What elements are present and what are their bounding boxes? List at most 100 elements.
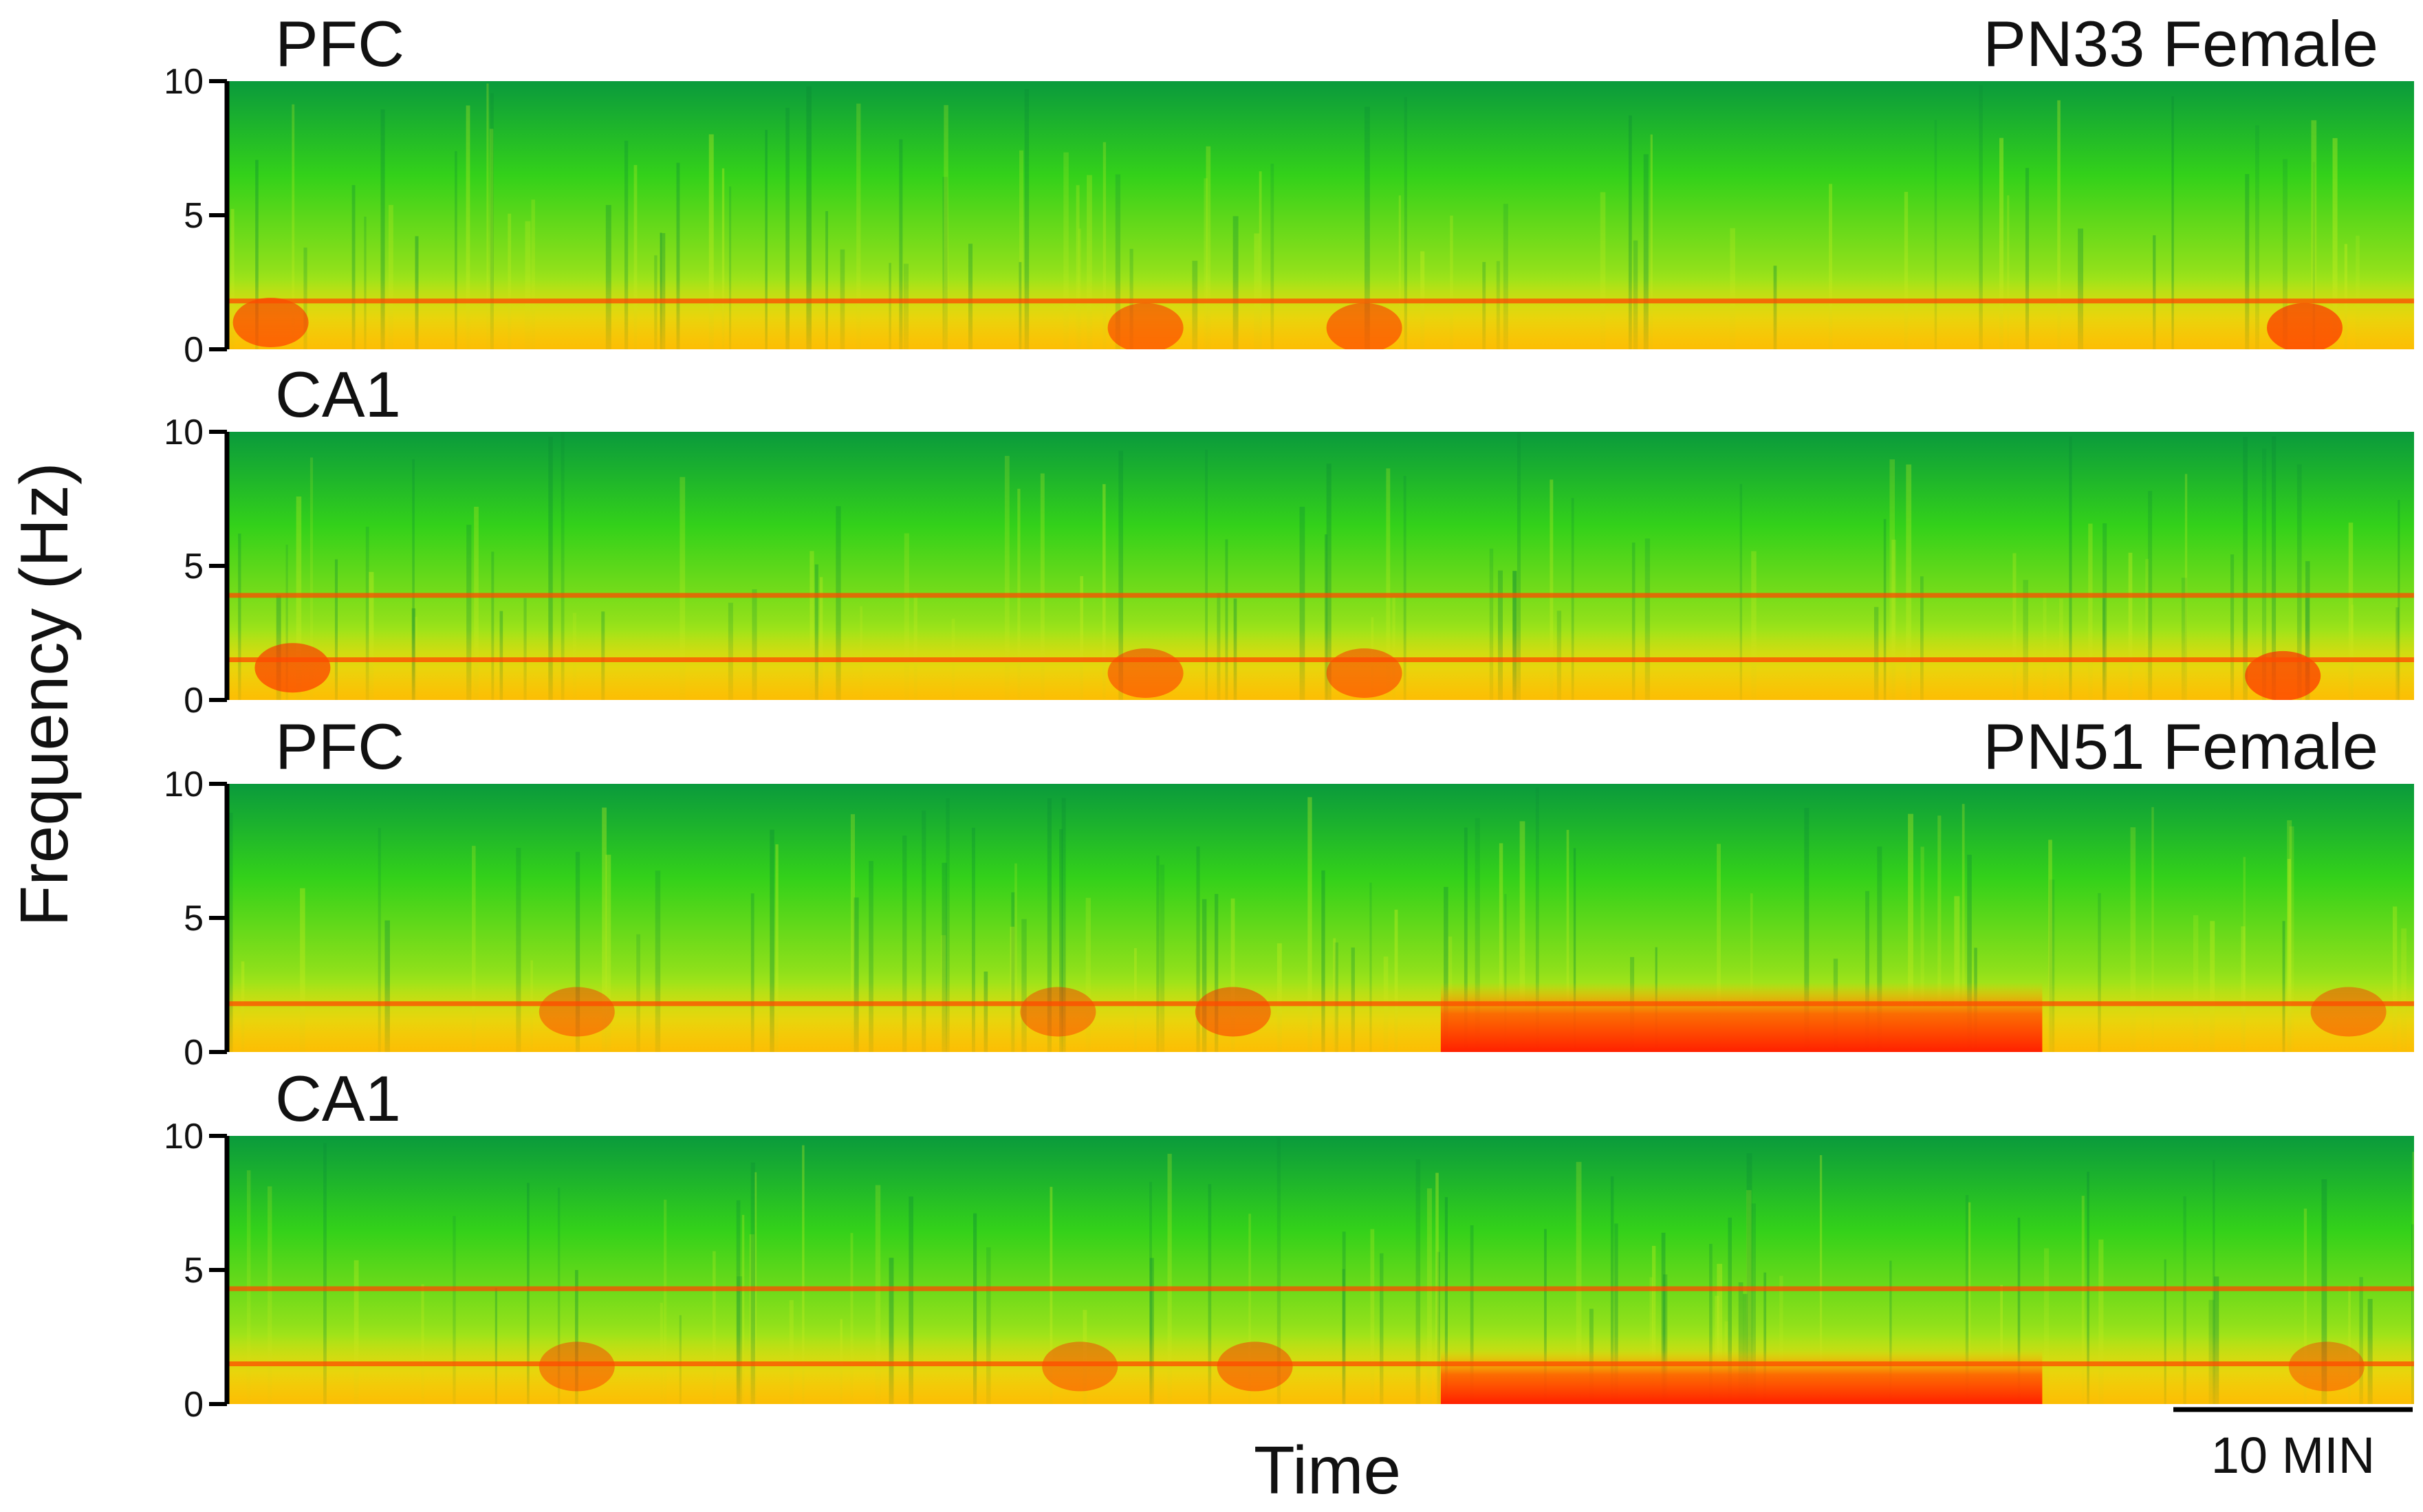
texture-streak	[490, 93, 494, 349]
texture-streak	[2130, 827, 2136, 1052]
texture-streak	[1751, 551, 1757, 700]
high-power-epoch	[1440, 982, 2043, 1052]
spectrogram-content	[227, 1137, 2414, 1404]
texture-streak	[942, 862, 947, 1052]
texture-streak	[785, 107, 790, 349]
texture-streak	[1102, 484, 1106, 700]
texture-streak	[854, 897, 859, 1052]
texture-streak	[455, 151, 457, 349]
texture-streak	[1321, 870, 1325, 1052]
texture-streak	[1504, 894, 1507, 1052]
spectrogram-content	[227, 432, 2414, 700]
power-hotspot	[2288, 1341, 2365, 1392]
texture-streak	[1908, 813, 1913, 1052]
texture-streak	[2081, 1196, 2085, 1404]
texture-streak	[2289, 826, 2294, 1052]
texture-streak	[1937, 815, 1942, 1052]
texture-streak	[836, 506, 841, 700]
texture-streak	[2213, 1159, 2215, 1404]
texture-streak	[602, 807, 607, 1052]
texture-streak	[227, 813, 233, 1052]
texture-streak	[806, 86, 812, 349]
texture-streak	[1499, 843, 1503, 1052]
texture-streak	[1739, 483, 1743, 700]
high-power-epoch	[1440, 1350, 2043, 1404]
texture-streak	[334, 559, 338, 700]
texture-streak	[1999, 138, 2004, 349]
panel-region-label: PFC	[275, 8, 404, 80]
y-tick-label: 10	[164, 1117, 204, 1157]
texture-streak	[486, 83, 489, 349]
texture-streak	[2098, 1239, 2104, 1404]
texture-streak	[770, 829, 774, 1052]
texture-streak	[729, 186, 732, 349]
texture-streak	[664, 1199, 667, 1404]
spectrogram-panel: 0 5 10 CA1	[164, 1062, 2414, 1425]
texture-streak	[1566, 829, 1569, 1052]
texture-streak	[531, 199, 535, 349]
texture-streak	[2283, 159, 2288, 349]
texture-streak	[1380, 1253, 1384, 1404]
texture-streak	[2048, 840, 2052, 1052]
texture-streak	[1600, 192, 1606, 349]
texture-streak	[1709, 1243, 1713, 1404]
texture-streak	[1517, 432, 1521, 700]
texture-streak	[2392, 906, 2398, 1052]
texture-streak	[1614, 1223, 1618, 1404]
texture-streak	[1906, 464, 1912, 700]
texture-streak	[1661, 1232, 1666, 1404]
texture-streak	[1968, 1202, 1971, 1404]
texture-streak	[2171, 96, 2174, 349]
y-tick-label: 0	[184, 1385, 204, 1425]
texture-streak	[380, 109, 385, 349]
texture-streak	[869, 861, 873, 1052]
texture-streak	[1717, 844, 1721, 1052]
texture-streak	[1215, 894, 1219, 1052]
panel-region-label: PFC	[275, 710, 404, 782]
texture-streak	[2057, 100, 2061, 349]
texture-streak	[1489, 548, 1494, 700]
spectrogram-panel: 0 5 10 CA1	[164, 358, 2414, 721]
texture-streak	[1386, 468, 1391, 700]
texture-streak	[1307, 797, 1312, 1052]
texture-streak	[2332, 138, 2338, 349]
texture-streak	[388, 205, 393, 349]
texture-streak	[1967, 855, 1972, 1052]
texture-streak	[1519, 821, 1525, 1052]
texture-streak	[633, 165, 638, 349]
texture-streak	[2412, 1152, 2414, 1404]
texture-streak	[1651, 1245, 1656, 1404]
texture-streak	[1631, 543, 1636, 700]
spectrogram-content	[227, 83, 2414, 349]
texture-streak	[1920, 846, 1924, 1052]
texture-streak	[904, 533, 909, 700]
power-hotspot	[2267, 303, 2343, 349]
texture-streak	[238, 533, 241, 700]
texture-streak	[1342, 1231, 1346, 1404]
low-frequency-band	[227, 982, 2414, 1052]
texture-streak	[1444, 1197, 1448, 1404]
texture-streak	[902, 835, 907, 1052]
texture-streak	[1444, 886, 1448, 1052]
texture-streak	[2088, 523, 2093, 700]
texture-streak	[1149, 1181, 1152, 1404]
texture-streak	[2017, 1217, 2021, 1404]
texture-streak	[1891, 539, 1896, 700]
texture-streak	[351, 185, 356, 349]
texture-streak	[1326, 463, 1332, 700]
texture-streak	[1804, 807, 1810, 1052]
texture-streak	[1904, 192, 1909, 349]
texture-streak	[1204, 178, 1208, 349]
panel-region-label: CA1	[275, 1062, 401, 1135]
texture-streak	[472, 846, 476, 1052]
texture-streak	[2245, 174, 2250, 349]
texture-streak	[548, 437, 553, 700]
texture-streak	[1040, 473, 1045, 700]
power-hotspot	[1217, 1341, 1293, 1392]
texture-streak	[2398, 500, 2400, 700]
texture-streak	[2262, 448, 2267, 700]
texture-streak	[516, 847, 521, 1052]
texture-streak	[1299, 507, 1305, 700]
texture-streak	[2164, 1259, 2166, 1404]
texture-streak	[309, 457, 314, 700]
